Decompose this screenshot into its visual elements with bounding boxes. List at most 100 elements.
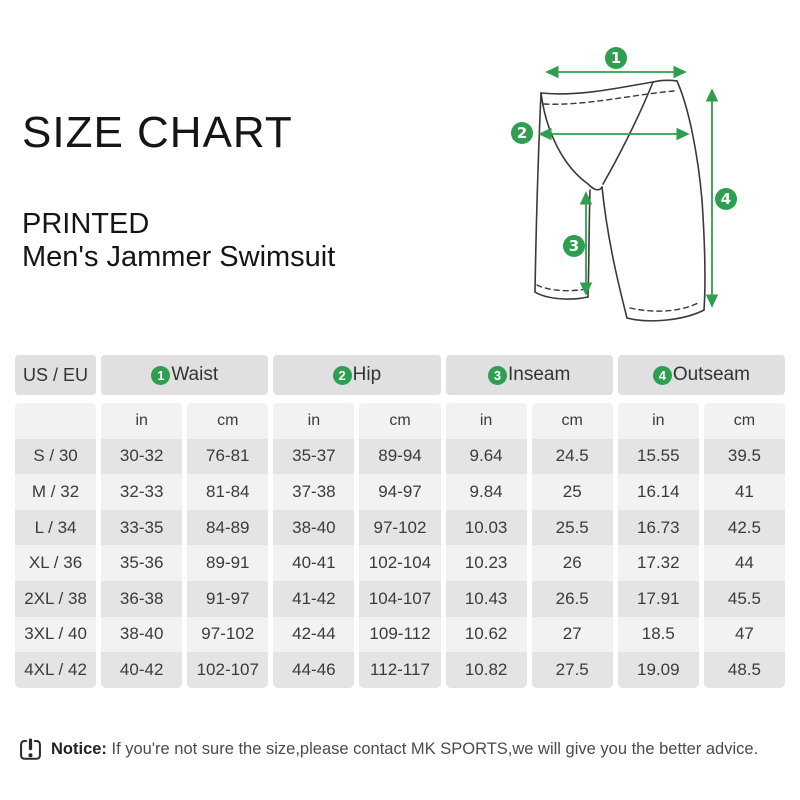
size-value-cell: 109-112 <box>359 616 441 653</box>
size-row-label: L / 34 <box>15 509 97 546</box>
col-header-waist: 1 Waist <box>101 355 269 395</box>
col-header-hip-label: Hip <box>352 364 382 385</box>
unit-header-cm-1: cm <box>187 403 269 439</box>
size-value-cell: 27 <box>531 616 613 653</box>
outseam-number-badge: 4 <box>652 365 672 385</box>
size-value-cell: 10.43 <box>445 580 527 617</box>
size-row-label: 2XL / 38 <box>15 580 97 617</box>
col-header-waist-label: Waist <box>171 364 219 385</box>
unit-header-in-6: in <box>617 403 699 439</box>
measure-badge-4: 4 <box>715 188 737 210</box>
size-value-cell: 45.5 <box>703 580 785 617</box>
size-value-cell: 104-107 <box>359 580 441 617</box>
waist-number-badge: 1 <box>151 365 171 385</box>
size-value-cell: 97-102 <box>187 616 269 653</box>
measurement-arrows <box>538 65 719 308</box>
product-subtitle: PRINTED Men's Jammer Swimsuit <box>22 208 335 274</box>
size-value-cell: 38-40 <box>273 509 355 546</box>
size-value-cell: 10.03 <box>445 509 527 546</box>
unit-header-in-4: in <box>445 403 527 439</box>
size-value-cell: 42-44 <box>273 616 355 653</box>
size-value-cell: 76-81 <box>187 438 269 475</box>
jammer-measurement-diagram: 1 2 3 4 <box>511 47 737 322</box>
col-header-inseam: 3 Inseam <box>445 355 613 395</box>
product-name: Men's Jammer Swimsuit <box>22 241 336 273</box>
hip-number-badge: 2 <box>332 365 352 385</box>
unit-header-cm-3: cm <box>359 403 441 439</box>
size-row-label: 4XL / 42 <box>15 652 97 688</box>
size-value-cell: 37-38 <box>273 474 355 510</box>
size-value-cell: 91-97 <box>187 580 269 617</box>
size-value-cell: 32-33 <box>101 474 183 510</box>
unit-header-in-2: in <box>273 403 355 439</box>
size-value-cell: 30-32 <box>101 438 183 475</box>
size-value-cell: 89-91 <box>187 545 269 581</box>
svg-text:2: 2 <box>517 124 527 142</box>
size-table-body: in cm in cm in cm in cm S / 30 30-32 76-81 35-37 89-… <box>15 403 785 688</box>
size-value-cell: 94-97 <box>359 474 441 510</box>
size-value-cell: 35-37 <box>273 438 355 475</box>
size-value-cell: 42.5 <box>703 509 785 546</box>
size-table: US / EU 1 Waist 2 Hip 3 Inseam 4 Outseam in c… <box>15 355 785 688</box>
size-row-label: S / 30 <box>15 438 97 475</box>
jammer-outline <box>534 79 706 322</box>
left-hem-dashed-line <box>536 284 587 292</box>
col-header-outseam-label: Outseam <box>672 364 750 385</box>
size-value-cell: 16.73 <box>617 509 699 546</box>
col-header-inseam-label: Inseam <box>508 364 571 385</box>
col-header-hip: 2 Hip <box>273 355 441 395</box>
size-value-cell: 97-102 <box>359 509 441 546</box>
unit-header-in-0: in <box>101 403 183 439</box>
size-value-cell: 25 <box>531 474 613 510</box>
size-value-cell: 16.14 <box>617 474 699 510</box>
size-value-cell: 84-89 <box>187 509 269 546</box>
col-header-outseam: 4 Outseam <box>617 355 785 395</box>
exclamation-icon <box>20 738 41 760</box>
size-value-cell: 44-46 <box>273 652 355 688</box>
unit-header-cm-7: cm <box>703 403 785 439</box>
size-value-cell: 36-38 <box>101 580 183 617</box>
size-value-cell: 18.5 <box>617 616 699 653</box>
size-value-cell: 40-42 <box>101 652 183 688</box>
unit-header-spacer <box>15 403 97 439</box>
size-row-label: M / 32 <box>15 474 97 510</box>
size-value-cell: 17.91 <box>617 580 699 617</box>
size-value-cell: 48.5 <box>703 652 785 688</box>
waistband-dashed-line <box>543 90 675 105</box>
size-value-cell: 41-42 <box>273 580 355 617</box>
size-value-cell: 102-104 <box>359 545 441 581</box>
size-value-cell: 17.32 <box>617 545 699 581</box>
size-value-cell: 41 <box>703 474 785 510</box>
size-value-cell: 25.5 <box>531 509 613 546</box>
size-value-cell: 26 <box>531 545 613 581</box>
size-row-label: 3XL / 40 <box>15 616 97 653</box>
inseam-number-badge: 3 <box>488 365 507 385</box>
size-value-cell: 38-40 <box>101 616 183 653</box>
size-value-cell: 35-36 <box>101 545 183 581</box>
notice-bar: Notice: If you're not sure the size,plea… <box>18 737 788 762</box>
measure-badge-3: 3 <box>563 235 585 257</box>
size-value-cell: 47 <box>703 616 785 653</box>
size-value-cell: 15.55 <box>617 438 699 475</box>
unit-header-cm-5: cm <box>531 403 613 439</box>
page-title: SIZE CHART <box>22 108 293 157</box>
size-value-cell: 44 <box>703 545 785 581</box>
measure-badge-1: 1 <box>605 47 627 69</box>
size-value-cell: 89-94 <box>359 438 441 475</box>
size-value-cell: 24.5 <box>531 438 613 475</box>
size-table-header: US / EU 1 Waist 2 Hip 3 Inseam 4 Outseam <box>15 355 785 395</box>
svg-text:4: 4 <box>721 190 731 208</box>
size-value-cell: 26.5 <box>531 580 613 617</box>
size-value-cell: 10.82 <box>445 652 527 688</box>
right-hem-dashed-line <box>629 301 701 312</box>
svg-text:1: 1 <box>611 49 621 67</box>
product-type: PRINTED <box>22 208 150 240</box>
notice-label: Notice: <box>51 740 107 758</box>
size-value-cell: 39.5 <box>703 438 785 475</box>
size-row-label: XL / 36 <box>15 545 97 581</box>
size-value-cell: 10.23 <box>445 545 527 581</box>
size-value-cell: 81-84 <box>187 474 269 510</box>
size-value-cell: 27.5 <box>531 652 613 688</box>
size-value-cell: 112-117 <box>359 652 441 688</box>
